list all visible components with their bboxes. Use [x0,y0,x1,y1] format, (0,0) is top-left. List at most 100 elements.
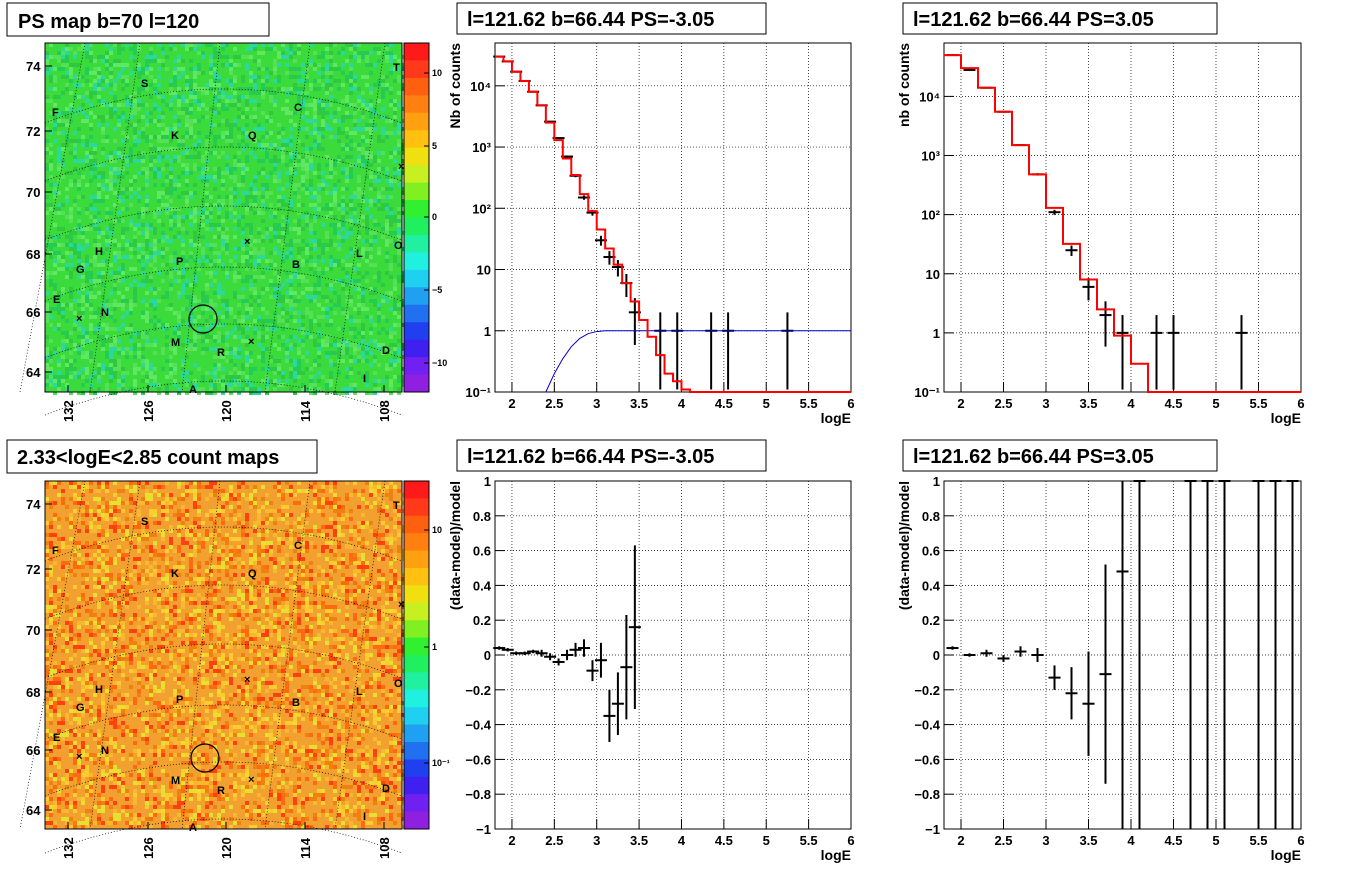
lon-tick-132: 132 [61,837,76,859]
y-tick-label-2: 0.6 [922,544,940,559]
colorbar-cell-12 [404,689,429,708]
map-top-panel: × × × × S T F C K Q H O G P B L E N M R D I A 74 72 70 68 66 64 132… [6,2,447,422]
marker-x-0: × [398,599,404,611]
y-tick-label-8: −0.6 [465,752,491,767]
y-tick-label-9: −0.8 [914,787,940,802]
map-letter-G: G [76,702,85,714]
residual-pos-panel: 2 2.5 3 3.5 4 4.5 5 5.5 6 1 0.8 0.6 0.4 0.2 0 −0.2 −0.4 −… [896,474,1305,863]
lon-tick-120: 120 [219,400,234,422]
map-letter-K: K [171,568,179,580]
spec-neg-title-box [456,2,767,35]
x-tick-label-2: 3 [593,396,600,411]
spec-pos-model-hist [944,54,1301,393]
x-axis-label: logE [1271,410,1301,426]
map-letter-C: C [294,540,302,552]
marker-x-2: × [248,774,254,786]
colorbar-tick-2: 10⁻¹ [432,758,450,768]
map-top-grid: × × × × [19,42,404,416]
y-tick-label-4: 1 [933,326,940,341]
colorbar-cell-13 [404,707,429,726]
x-tick-label-5: 4.5 [715,833,733,848]
colorbar-cell-1 [404,60,429,79]
map-letter-H: H [95,684,103,696]
x-tick-label-5: 4.5 [1164,396,1182,411]
lat-tick-74: 74 [26,497,41,512]
y-tick-label-3: 0.4 [473,578,492,593]
lat-tick-72: 72 [26,562,40,577]
map-letter-I: I [363,373,366,385]
colorbar-frame [403,480,430,830]
colorbar-cell-9 [404,637,429,656]
map-letter-B: B [292,697,300,709]
resid-neg-title-box [456,439,767,472]
y-tick-label-3: 10 [926,267,940,282]
map-top-frame [44,42,403,393]
colorbar-cell-18 [404,357,429,376]
lat-tick-64: 64 [26,803,41,818]
lat-tick-72: 72 [26,124,40,139]
colorbar-cell-0 [404,43,429,61]
colorbar-cell-8 [404,182,429,201]
lat-line-2 [44,205,403,241]
colorbar-cell-6 [404,147,429,166]
spec-neg-model-hist [495,55,851,393]
colorbar-cell-7 [404,602,429,621]
y-tick-label-0: 1 [933,474,940,489]
y-tick-label-8: −0.6 [914,752,940,767]
plot-frame [943,42,1302,393]
map-letter-E: E [53,732,60,744]
colorbar-cell-4 [404,112,429,131]
colorbar-cell-4 [404,550,429,569]
x-tick-label-1: 2.5 [545,833,563,848]
x-tick-label-2: 3 [593,833,600,848]
y-axis-label: (data-model)/model [896,481,912,610]
y-tick-label-5: 0 [933,648,940,663]
map-top-title-box [6,2,270,37]
colorbar-cell-10 [404,217,429,236]
lat-line-4 [44,761,403,797]
lon-tick-120: 120 [219,837,234,859]
lon-tick-126: 126 [141,400,156,422]
colorbar-tick-3: −5 [432,285,442,295]
spec-pos-title-box [902,2,1218,35]
lon-tick-132: 132 [61,400,76,422]
x-tick-label-5: 4.5 [1164,833,1182,848]
spec-neg-title: l=121.62 b=66.44 PS=-3.05 [467,9,714,31]
colorbar-cell-7 [404,165,429,184]
x-tick-label-0: 2 [957,396,964,411]
y-tick-label-10: −1 [925,822,940,837]
map-bottom-texture [45,481,405,829]
map-letter-T: T [393,500,400,512]
marker-x-3: × [76,313,82,325]
map-letter-D: D [382,345,390,357]
residual-neg-panel: 2 2.5 3 3.5 4 4.5 5 5.5 6 1 0.8 0.6 0.4 0.2 0 −0.2 −0.4 −… [447,474,855,863]
lat-line-2 [44,643,403,679]
lon-tick-126: 126 [141,837,156,859]
x-axis-label: logE [821,847,851,863]
x-tick-label-6: 5 [763,396,770,411]
map-letter-O: O [394,678,403,690]
y-tick-label-5: 10⁻¹ [914,385,940,400]
lat-tick-70: 70 [26,185,40,200]
y-tick-label-9: −0.8 [465,787,491,802]
marker-x-2: × [248,336,254,348]
colorbar-cell-2 [404,77,429,96]
map-bottom-axes: 74 72 70 68 66 64 132 126 120 114 108 [26,497,392,859]
lat-line-0 [44,88,403,124]
x-tick-label-4: 4 [678,396,686,411]
colorbar-cell-13 [404,269,429,288]
lon-tick-114: 114 [298,837,313,859]
colorbar-cell-10 [404,655,429,673]
plot-frame [494,480,852,830]
colorbar-cell-15 [404,742,429,760]
y-tick-label-0: 10⁴ [919,89,940,104]
map-letter-R: R [217,347,225,359]
colorbar-top: 10 5 0 −5 −10 [403,42,447,393]
colorbar-cell-16 [404,322,429,341]
marker-x-3: × [76,751,82,763]
map-letter-K: K [171,130,179,142]
colorbar-cell-15 [404,304,429,323]
map-bottom-grid: × × × × [19,480,404,854]
y-axis-label: Nb of counts [447,43,463,129]
source-circle-bottom [190,743,220,773]
